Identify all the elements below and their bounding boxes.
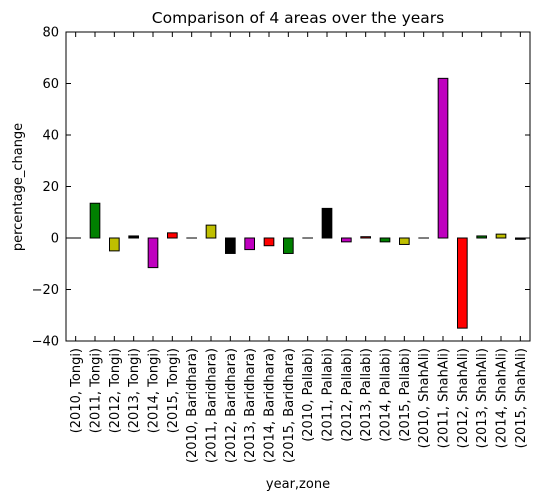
bar — [515, 237, 526, 240]
x-tick-label: (2010, Tongi) — [69, 348, 84, 433]
x-tick-label: (2011, Pallabi) — [321, 348, 336, 442]
x-tick-label: (2015, Tongi) — [166, 348, 181, 433]
y-tick-label: −20 — [32, 283, 59, 298]
bar — [437, 77, 449, 239]
bar — [128, 235, 140, 239]
x-tick-label: (2014, Baridhara) — [263, 348, 278, 463]
x-tick-label: (2014, ShahAli) — [495, 348, 510, 448]
bar — [283, 237, 294, 254]
y-axis: −40 −20 0 20 40 60 80 — [32, 26, 530, 350]
x-tick-label: (2013, Tongi) — [127, 348, 142, 433]
x-tick-label: (2011, ShahAli) — [437, 348, 452, 448]
bar — [379, 237, 391, 243]
bar — [225, 237, 236, 254]
x-tick-label: (2015, ShahAli) — [514, 348, 529, 448]
x-tick-label: (2012, Baridhara) — [224, 348, 239, 463]
bar — [360, 236, 371, 239]
bar — [263, 237, 275, 247]
bar — [109, 237, 120, 252]
bar — [495, 233, 507, 239]
bar — [147, 237, 159, 269]
x-tick-label: (2015, Baridhara) — [282, 348, 297, 463]
bar — [457, 237, 468, 329]
y-tick-label: 80 — [42, 26, 59, 41]
x-tick-label: (2013, Pallabi) — [359, 348, 374, 442]
chart-title: Comparison of 4 areas over the years — [152, 9, 444, 27]
x-tick-label: (2012, Tongi) — [108, 348, 123, 433]
bar — [399, 237, 410, 245]
x-tick-label: (2015, Pallabi) — [398, 348, 413, 442]
plot-frame — [65, 31, 531, 342]
x-tick-label: (2011, Baridhara) — [205, 348, 220, 463]
x-tick-label: (2010, Pallabi) — [301, 348, 316, 442]
x-tick-label: (2012, Pallabi) — [340, 348, 355, 442]
x-tick-label: (2014, Tongi) — [147, 348, 162, 433]
x-axis: (2010, Tongi) (2011, Tongi) (2012, Tongi) (… — [69, 32, 529, 463]
bar — [244, 237, 256, 251]
x-tick-label: (2010, ShahAli) — [417, 348, 432, 448]
y-tick-label: 60 — [42, 77, 59, 92]
x-tick-label: (2013, Baridhara) — [243, 348, 258, 463]
bar — [205, 224, 217, 239]
bar — [476, 235, 487, 239]
bar — [341, 237, 352, 243]
x-tick-label: (2014, Pallabi) — [379, 348, 394, 442]
y-tick-label: 0 — [51, 232, 59, 247]
bar — [89, 202, 101, 239]
x-tick-label: (2010, Baridhara) — [185, 348, 200, 463]
bar — [167, 232, 178, 239]
x-axis-label: year,zone — [266, 477, 330, 492]
x-tick-label: (2013, ShahAli) — [475, 348, 490, 448]
bars-group — [70, 77, 526, 329]
x-tick-label: (2011, Tongi) — [89, 348, 104, 433]
y-tick-label: 40 — [42, 129, 59, 144]
bar — [321, 207, 333, 239]
y-tick-label: −40 — [32, 335, 59, 350]
x-tick-label: (2012, ShahAli) — [456, 348, 471, 448]
y-tick-label: 20 — [42, 180, 59, 195]
y-axis-label: percentage_change — [11, 123, 26, 251]
